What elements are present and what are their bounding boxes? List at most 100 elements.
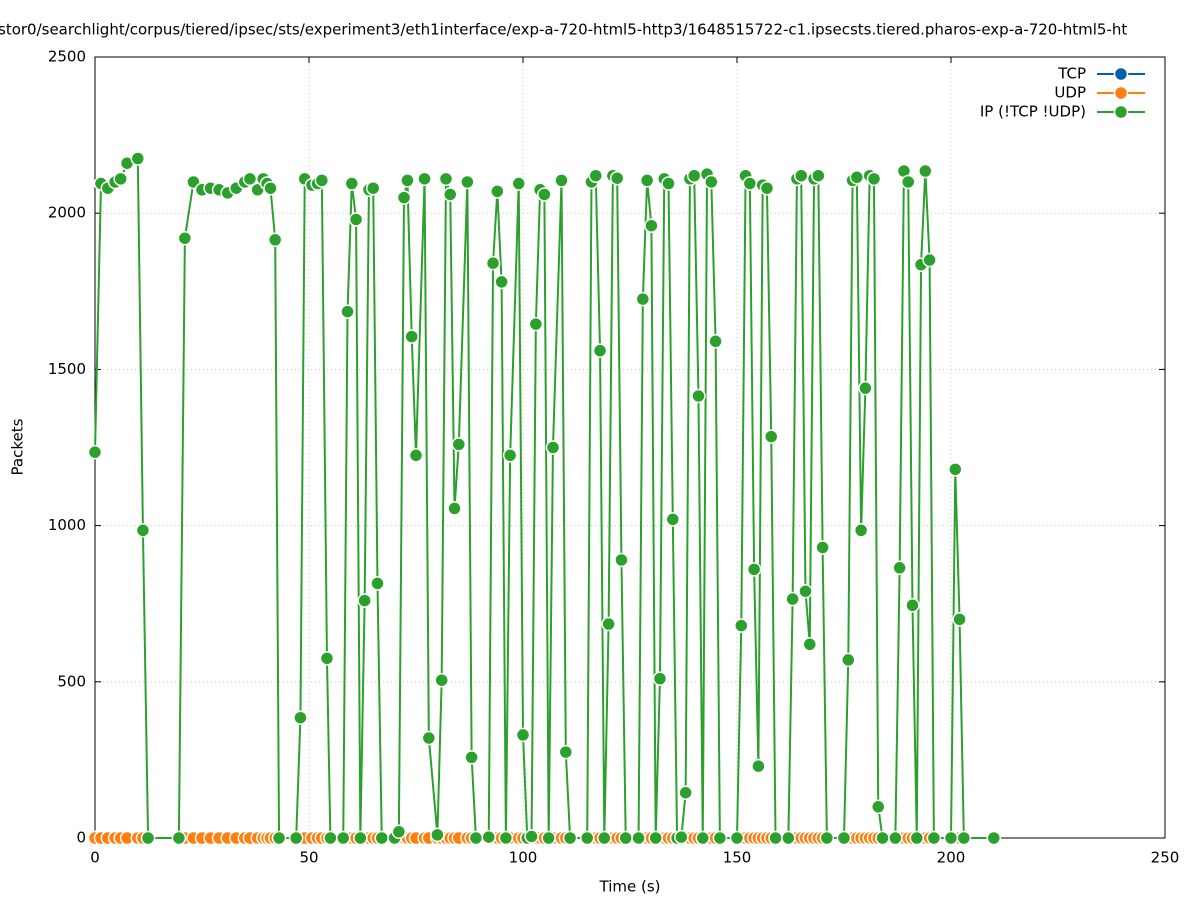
y-tick-label: 2000 — [48, 204, 86, 222]
point — [438, 171, 454, 187]
point — [135, 523, 151, 538]
point — [404, 329, 419, 344]
point — [511, 176, 526, 191]
point — [353, 830, 368, 846]
point — [614, 552, 629, 568]
y-tick-label: 2500 — [48, 48, 86, 66]
point — [819, 830, 835, 846]
point — [635, 291, 651, 307]
x-axis-label: Time (s) — [599, 878, 661, 896]
x-tick-label: 150 — [723, 849, 752, 867]
point — [579, 830, 595, 846]
point — [618, 830, 633, 846]
point — [661, 176, 676, 191]
point — [417, 171, 432, 187]
point — [678, 785, 693, 800]
point — [391, 824, 407, 840]
point — [841, 652, 856, 668]
point — [434, 672, 449, 688]
point — [751, 758, 766, 774]
y-tick-label: 0 — [76, 829, 86, 847]
point — [892, 560, 907, 576]
point — [562, 830, 578, 846]
point — [858, 380, 873, 396]
point — [267, 232, 283, 248]
legend-label: UDP — [1054, 84, 1086, 102]
point — [802, 637, 818, 652]
point — [609, 170, 625, 186]
point — [430, 827, 445, 843]
point — [943, 830, 959, 846]
legend-label: TCP — [1057, 65, 1086, 83]
point — [537, 187, 552, 202]
point — [288, 830, 304, 846]
point — [319, 651, 335, 666]
point — [742, 176, 758, 191]
point — [421, 730, 437, 746]
point — [460, 174, 475, 190]
point — [447, 501, 462, 516]
point — [870, 799, 886, 815]
point — [781, 830, 796, 846]
point — [87, 444, 103, 460]
point — [498, 830, 514, 846]
point — [323, 830, 338, 846]
point — [952, 612, 967, 627]
point — [597, 830, 612, 846]
point — [763, 429, 779, 444]
point — [922, 252, 937, 268]
point — [674, 829, 689, 845]
point — [130, 151, 146, 166]
point — [601, 616, 616, 632]
point — [759, 180, 775, 196]
legend-marker — [1113, 66, 1129, 82]
series — [87, 151, 1002, 846]
x-tick-label: 50 — [299, 849, 318, 867]
x-tick-label: 100 — [509, 849, 538, 867]
x-tick-label: 200 — [937, 849, 966, 867]
point — [348, 212, 364, 227]
point — [370, 576, 385, 591]
point — [171, 830, 187, 846]
point — [811, 168, 826, 183]
point — [494, 274, 509, 290]
point — [888, 830, 903, 846]
point — [836, 830, 852, 846]
point — [490, 184, 505, 199]
point — [768, 830, 783, 846]
point — [704, 174, 719, 190]
point — [729, 830, 745, 846]
point — [545, 440, 561, 455]
point — [293, 710, 308, 725]
point — [271, 830, 287, 846]
point — [314, 173, 330, 188]
point — [554, 173, 569, 188]
point — [588, 168, 604, 183]
point — [712, 830, 728, 846]
point — [515, 727, 531, 743]
point — [451, 437, 467, 452]
y-tick-label: 500 — [57, 672, 86, 690]
point — [541, 830, 556, 846]
point — [639, 173, 655, 188]
point — [746, 562, 762, 577]
point — [798, 583, 813, 599]
y-tick-label: 1500 — [48, 360, 86, 378]
point — [648, 830, 663, 846]
point — [926, 830, 942, 846]
point — [400, 173, 415, 188]
point — [340, 304, 355, 319]
point — [468, 830, 484, 846]
point — [263, 180, 278, 196]
point — [900, 174, 916, 190]
x-tick-label: 0 — [90, 849, 100, 867]
point — [708, 334, 723, 349]
point — [918, 163, 933, 179]
point — [113, 171, 128, 187]
point — [691, 388, 706, 404]
point — [956, 830, 972, 846]
point — [905, 598, 920, 613]
point — [442, 187, 458, 202]
point — [686, 168, 702, 183]
